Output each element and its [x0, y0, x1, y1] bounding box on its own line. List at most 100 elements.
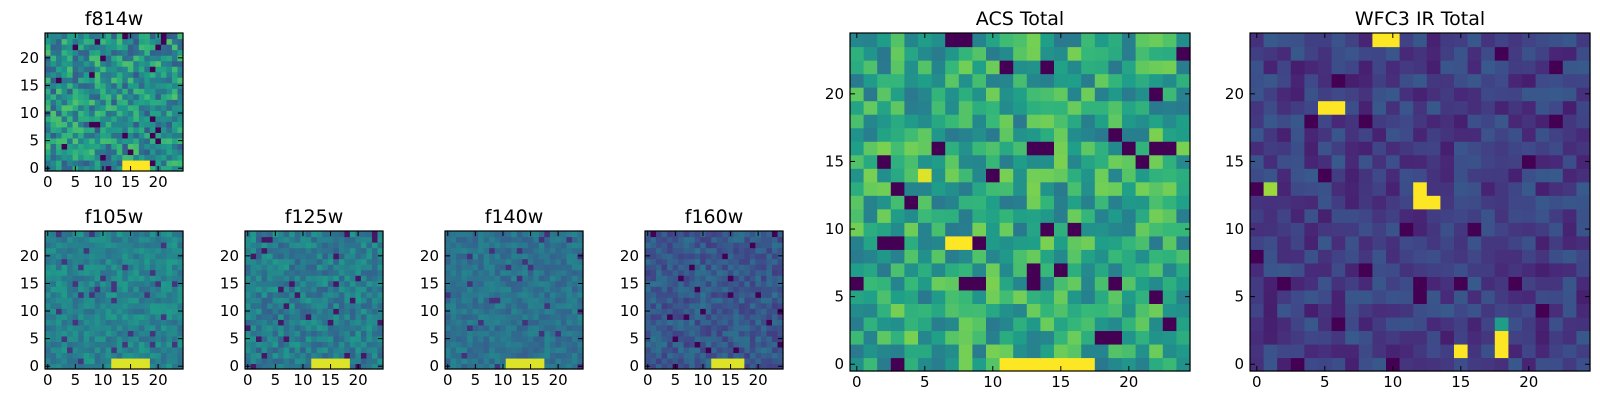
heatmap-cell	[89, 275, 96, 282]
heatmap-cell	[456, 302, 463, 309]
heatmap-cell	[1576, 208, 1591, 223]
heatmap-cell	[116, 104, 123, 111]
heatmap-cell	[766, 258, 773, 265]
heatmap-cell	[544, 286, 551, 293]
heatmap-cell	[1399, 235, 1414, 250]
heatmap-cell	[155, 269, 162, 276]
heatmap-cell	[904, 100, 919, 115]
heatmap-cell	[127, 275, 134, 282]
heatmap-cell	[727, 275, 734, 282]
heatmap-cell	[958, 46, 973, 61]
heatmap-cell	[516, 258, 523, 265]
heatmap-cell	[766, 253, 773, 260]
heatmap-cell	[733, 242, 740, 249]
heatmap-cell	[863, 222, 878, 237]
heatmap-cell	[1576, 316, 1591, 332]
y-tick-label: 15	[20, 76, 39, 94]
heatmap-cell	[138, 110, 145, 117]
heatmap-cell	[250, 297, 257, 304]
heatmap-cell	[155, 82, 162, 89]
heatmap-cell	[144, 110, 151, 117]
heatmap-cell	[316, 341, 323, 348]
heatmap-cell	[344, 313, 351, 320]
heatmap-cell	[67, 253, 74, 260]
heatmap-cell	[555, 297, 562, 304]
heatmap-cell	[56, 286, 63, 293]
heatmap-cell	[538, 346, 545, 354]
heatmap-cell	[1013, 357, 1028, 372]
heatmap-cell	[133, 302, 140, 309]
heatmap-cell	[1358, 73, 1373, 88]
heatmap-cell	[516, 280, 523, 287]
heatmap-cell	[986, 195, 1001, 210]
heatmap-cell	[133, 341, 140, 348]
heatmap-cell	[483, 247, 490, 254]
heatmap-cell	[777, 357, 784, 365]
heatmap-cell	[144, 49, 151, 56]
heatmap-cell	[1067, 303, 1082, 318]
heatmap-cell	[500, 319, 507, 326]
heatmap-cell	[289, 258, 296, 265]
heatmap-cell	[250, 352, 257, 359]
heatmap-cell	[450, 363, 457, 370]
heatmap-cell	[278, 286, 285, 293]
heatmap-cell	[1576, 127, 1591, 142]
heatmap-cell	[278, 231, 285, 238]
heatmap-cell	[1440, 208, 1455, 223]
heatmap-cell	[467, 236, 474, 243]
heatmap-cell	[338, 335, 345, 342]
heatmap-cell	[138, 346, 145, 354]
heatmap-cell	[494, 253, 501, 260]
heatmap-cell	[1149, 357, 1164, 372]
heatmap-cell	[467, 275, 474, 282]
heatmap-cell	[127, 60, 134, 67]
heatmap-cell	[538, 258, 545, 265]
heatmap-cell	[322, 280, 329, 287]
heatmap-cell	[1345, 87, 1360, 102]
heatmap-cell	[1522, 87, 1537, 102]
heatmap-cell	[155, 264, 162, 271]
heatmap-cell	[1067, 181, 1082, 196]
heatmap-cell	[56, 132, 63, 139]
heatmap-cell	[678, 258, 685, 265]
heatmap-cell	[89, 66, 96, 73]
heatmap-cell	[527, 297, 534, 304]
heatmap-cell	[278, 258, 285, 265]
heatmap-cell	[516, 269, 523, 276]
heatmap-cell	[1549, 181, 1564, 196]
heatmap-cell	[689, 236, 696, 243]
heatmap-cell	[138, 231, 145, 238]
heatmap-cell	[722, 357, 729, 365]
heatmap-cell	[283, 308, 290, 315]
heatmap-cell	[694, 275, 701, 282]
heatmap-cell	[366, 236, 373, 243]
heatmap-cell	[78, 357, 85, 365]
heatmap-cell	[1081, 33, 1096, 48]
heatmap-cell	[1576, 303, 1591, 318]
heatmap-cell	[122, 143, 129, 150]
heatmap-cell	[1508, 289, 1523, 304]
heatmap-cell	[78, 44, 85, 51]
heatmap-cell	[50, 313, 57, 320]
heatmap-cell	[1067, 249, 1082, 264]
heatmap-cell	[678, 231, 685, 238]
heatmap-cell	[945, 60, 960, 75]
heatmap-cell	[1094, 114, 1109, 129]
heatmap-cell	[56, 302, 63, 309]
heatmap-cell	[177, 231, 184, 238]
heatmap-cell	[111, 137, 118, 144]
heatmap-cell	[322, 308, 329, 315]
heatmap-cell	[1426, 330, 1441, 345]
heatmap-cell	[94, 363, 101, 370]
heatmap-cell	[160, 154, 168, 161]
heatmap-cell	[250, 319, 257, 326]
heatmap-cell	[1108, 208, 1123, 223]
heatmap-cell	[250, 330, 257, 337]
heatmap-cell	[1277, 303, 1292, 318]
heatmap-cell	[1067, 357, 1082, 372]
heatmap-cell	[1372, 208, 1387, 223]
heatmap-cell	[366, 280, 373, 287]
heatmap-cell	[1562, 127, 1577, 142]
heatmap-cell	[461, 308, 468, 315]
heatmap-cell	[1054, 195, 1069, 210]
